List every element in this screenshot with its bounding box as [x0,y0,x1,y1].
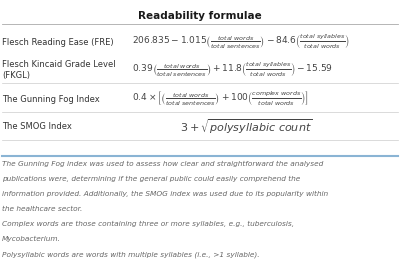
Text: the healthcare sector.: the healthcare sector. [2,206,82,212]
Text: publications were, determining if the general public could easily comprehend the: publications were, determining if the ge… [2,176,300,182]
Text: Flesch Kincaid Grade Level
(FKGL): Flesch Kincaid Grade Level (FKGL) [2,60,116,80]
Text: Flesch Reading Ease (FRE): Flesch Reading Ease (FRE) [2,38,114,47]
Text: Readability formulae: Readability formulae [138,11,262,21]
Text: Polysyllabic words are words with multiple syllables (i.e., >1 syllable).: Polysyllabic words are words with multip… [2,251,260,258]
Text: $3 + \sqrt{polysyllabic\ count}$: $3 + \sqrt{polysyllabic\ count}$ [180,117,313,136]
Text: information provided. Additionally, the SMOG index was used due to its popularit: information provided. Additionally, the … [2,191,328,197]
Text: The Gunning Fog Index: The Gunning Fog Index [2,95,100,103]
Text: Complex words are those containing three or more syllables, e.g., tuberculosis,: Complex words are those containing three… [2,221,294,227]
Text: The SMOG Index: The SMOG Index [2,122,72,131]
Text: The Gunning Fog index was used to assess how clear and straightforward the analy: The Gunning Fog index was used to assess… [2,161,323,167]
Text: $0.4 \times \left[\left(\frac{total\ words}{total\ sentences}\right) + 100\left(: $0.4 \times \left[\left(\frac{total\ wor… [132,90,309,108]
Text: $0.39\left(\frac{total\ words}{total\ sentences}\right) + 11.8\left(\frac{total\: $0.39\left(\frac{total\ words}{total\ se… [132,61,332,79]
Text: Mycobacterium.: Mycobacterium. [2,236,61,242]
Text: $206.835 - 1.015\left(\frac{total\ words}{total\ sentences}\right) - 84.6\left(\: $206.835 - 1.015\left(\frac{total\ words… [132,33,350,51]
